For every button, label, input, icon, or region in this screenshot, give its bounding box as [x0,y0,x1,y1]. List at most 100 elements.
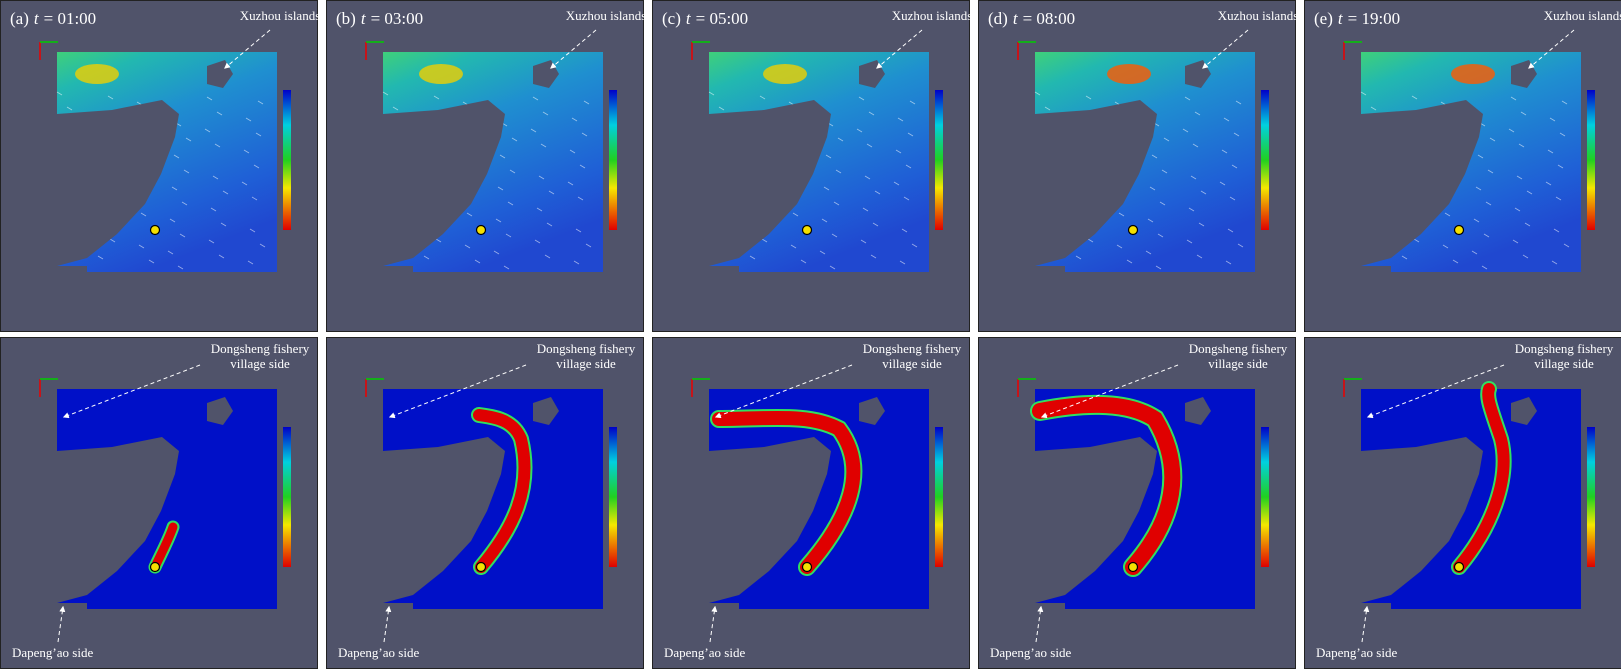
flow-vector [792,212,799,217]
flow-vector [167,250,174,255]
land [709,100,831,266]
map [1030,389,1255,609]
flow-vector [1563,243,1570,248]
land-lower [1361,603,1391,609]
flow-vector [1526,190,1533,195]
fishery-annotation: village side [1534,356,1594,371]
islands-annotation: Xuzhou islands [1544,8,1621,23]
flow-vector [708,91,715,96]
flow-vector [249,228,256,233]
time-value: = 08:00 [1023,9,1076,28]
flow-vector [718,106,725,111]
map [57,389,277,609]
flow-vector [1471,250,1478,255]
velocity-panel: (a) t = 01:00 Xuzhou islands [0,0,321,332]
flow-vector [1370,106,1377,111]
flow-vector [893,181,900,186]
time-symbol: t [34,9,40,28]
land [1361,437,1483,603]
flow-vector [505,233,512,238]
velocity-panel: (b) t = 03:00 Xuzhou islands [326,0,646,332]
annotation-arrow [709,605,718,643]
flow-vector [433,95,440,100]
flow-vector [173,154,180,159]
velocity-panel: (c) t = 05:00 Xuzhou islands [652,0,972,332]
flow-vector [1163,137,1170,142]
flow-vector [831,233,838,238]
annotation-arrow [1528,29,1575,69]
flow-vector [567,181,574,186]
flow-vector [1557,164,1564,169]
island [1185,397,1211,425]
flow-vector [819,250,826,255]
flow-vector [218,254,225,259]
flow-vector [1219,181,1226,186]
flow-vector [1188,207,1195,212]
colorbar [283,427,291,567]
flow-vector [1518,143,1525,148]
land [383,100,505,266]
panel-caption: (d) t = 08:00 [988,9,1075,28]
flow-vector [1116,244,1123,249]
land-lower [1361,266,1391,272]
land-lower [383,603,413,609]
fishery-annotation: Dongsheng fishery [1515,341,1614,356]
flow-vector [823,186,830,191]
flow-vector [255,132,262,137]
flow-vector [534,239,541,244]
flow-vector [507,201,514,206]
flow-vector [1360,91,1367,96]
flow-vector [66,106,73,111]
land-lower [1035,603,1065,609]
flow-vector [1545,181,1552,186]
flow-vector [509,169,516,174]
velocity-panel: (e) t = 19:00 Xuzhou islands [1304,0,1621,332]
flow-vector [222,190,229,195]
high-speed-zone [1451,64,1495,84]
plume [1032,396,1181,575]
flow-vector [858,96,865,101]
land [57,100,179,266]
flow-vector [1475,186,1482,191]
map [709,389,929,609]
map [383,389,603,609]
flow-vector [1481,265,1488,270]
flow-vector [1087,238,1094,243]
islands-annotation: Xuzhou islands [240,8,321,23]
annotation-arrow [388,364,527,419]
island [1511,397,1537,425]
flow-vector [1190,175,1197,180]
flow-vector [911,243,918,248]
flow-vector [866,143,873,148]
flow-vector [97,255,104,260]
flow-vector [1200,190,1207,195]
flow-vector [1553,228,1560,233]
flow-vector [1524,222,1531,227]
flow-vector [148,259,155,264]
fishery-annotation: village side [230,356,290,371]
flow-vector [140,212,147,217]
flow-vector [1473,218,1480,223]
flow-vector [829,265,836,270]
flow-vector [183,169,190,174]
flow-vector [1514,207,1521,212]
flow-vector [1145,250,1152,255]
panel-label: (e) [1314,9,1333,28]
flow-vector [1186,239,1193,244]
flow-vector [503,265,510,270]
flow-vector [1192,143,1199,148]
flow-vector [868,111,875,116]
annotation-arrow [714,364,853,419]
annotation-arrow [1035,605,1044,643]
velocity-panel: (d) t = 08:00 Xuzhou islands [978,0,1298,332]
flow-vector [1155,265,1162,270]
annotation-arrow [1202,29,1249,69]
flow-vector [1485,201,1492,206]
flow-vector [464,244,471,249]
flow-vector [1229,196,1236,201]
flow-vector [1182,128,1189,133]
nuclear-plant [475,561,487,573]
flow-vector [895,149,902,154]
